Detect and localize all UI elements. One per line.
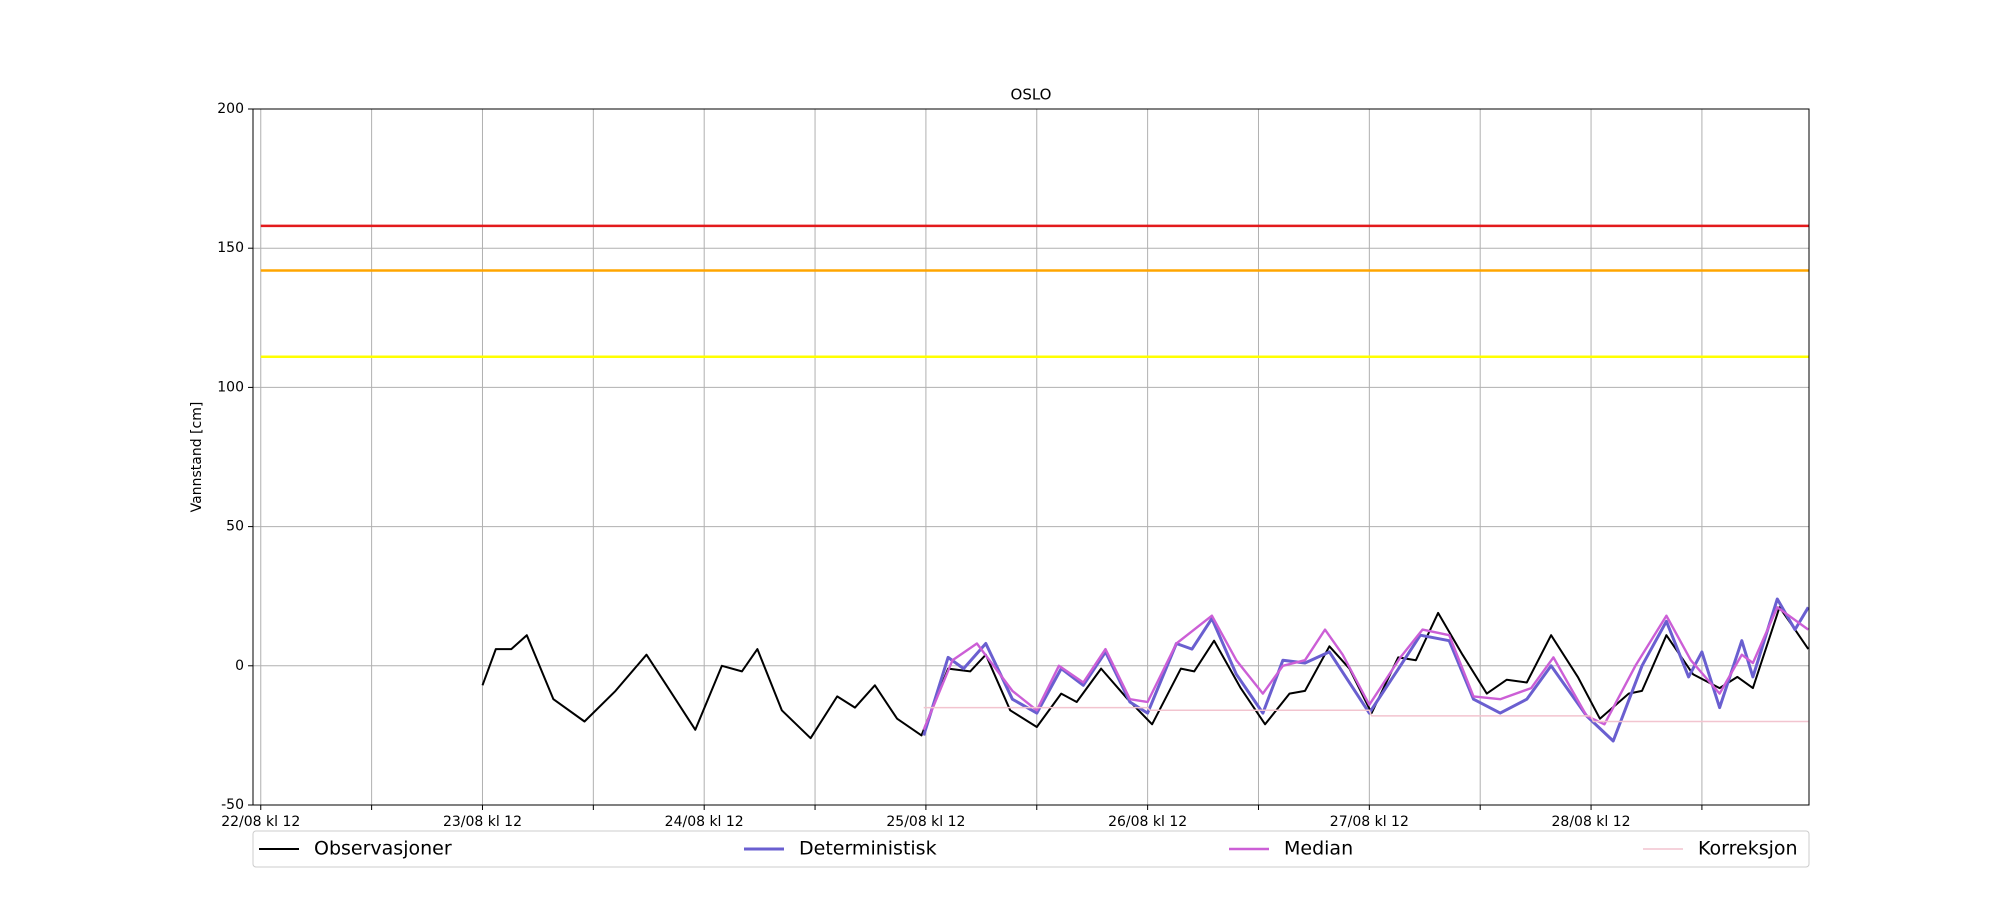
x-tick-label: 24/08 kl 12 — [665, 814, 744, 830]
y-tick-label: 200 — [217, 101, 244, 117]
x-tick-label: 25/08 kl 12 — [886, 814, 965, 830]
x-tick-label: 23/08 kl 12 — [443, 814, 522, 830]
marks — [260, 224, 1810, 743]
y-axis-label: Vannstand [cm] — [189, 402, 205, 513]
x-tick-label: 27/08 kl 12 — [1330, 814, 1409, 830]
series-line — [481, 606, 1810, 740]
y-tick-label: 0 — [235, 658, 244, 674]
legend-label: Deterministisk — [799, 838, 937, 860]
x-tick-label: 26/08 kl 12 — [1108, 814, 1187, 830]
x-tick-label: 22/08 kl 12 — [221, 814, 300, 830]
legend-label: Median — [1284, 838, 1353, 860]
legend: Observasjoner Deterministisk Median Korreks… — [252, 830, 1810, 868]
y-tick-label: -50 — [221, 797, 244, 813]
axes: -50 0 50 100 150 200 22/08 kl 12 23/08 kl 12 24/… — [217, 101, 1810, 830]
y-tick-label: 50 — [226, 519, 244, 535]
legend-label: Observasjoner — [314, 838, 452, 860]
legend-box — [252, 830, 1810, 868]
series-line — [923, 706, 1809, 723]
y-tick-label: 100 — [217, 379, 244, 395]
legend-label: Korreksjon — [1698, 838, 1798, 860]
x-tick-label: 28/08 kl 12 — [1552, 814, 1631, 830]
y-tick-label: 150 — [217, 240, 244, 256]
series-line — [922, 597, 1810, 743]
chart-title: OSLO — [1011, 86, 1052, 104]
series-line — [922, 606, 1810, 731]
plot-frame — [252, 108, 1810, 806]
